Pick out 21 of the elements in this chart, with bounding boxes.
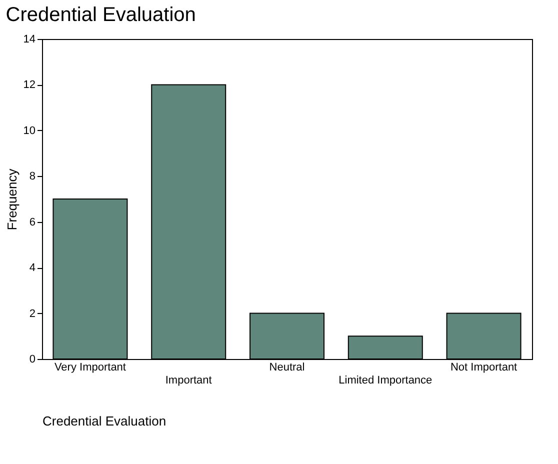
y-tick-label: 14 bbox=[23, 34, 36, 46]
y-tick-label: 12 bbox=[23, 79, 36, 92]
bar bbox=[151, 84, 226, 360]
bar bbox=[250, 312, 324, 360]
bar bbox=[52, 198, 128, 360]
bar bbox=[446, 312, 522, 360]
y-tick-label: 10 bbox=[23, 124, 36, 137]
x-tick-label: Neutral bbox=[269, 362, 305, 374]
x-axis-title: Credential Evaluation bbox=[42, 414, 166, 428]
x-tick-label: Important bbox=[165, 374, 212, 386]
y-tick-label: 4 bbox=[29, 262, 36, 274]
x-tick-label: Not Important bbox=[450, 362, 518, 374]
chart-title: Credential Evaluation bbox=[6, 4, 196, 26]
y-tick-label: 8 bbox=[29, 170, 36, 183]
y-axis-title: Frequency bbox=[4, 168, 20, 230]
y-tick-label: 6 bbox=[29, 216, 36, 228]
y-tick-label: 0 bbox=[29, 354, 36, 366]
x-tick-label: Limited Importance bbox=[338, 374, 432, 386]
x-tick-label: Very Important bbox=[54, 362, 126, 374]
y-tick-label: 2 bbox=[29, 308, 36, 320]
bar bbox=[348, 336, 423, 360]
